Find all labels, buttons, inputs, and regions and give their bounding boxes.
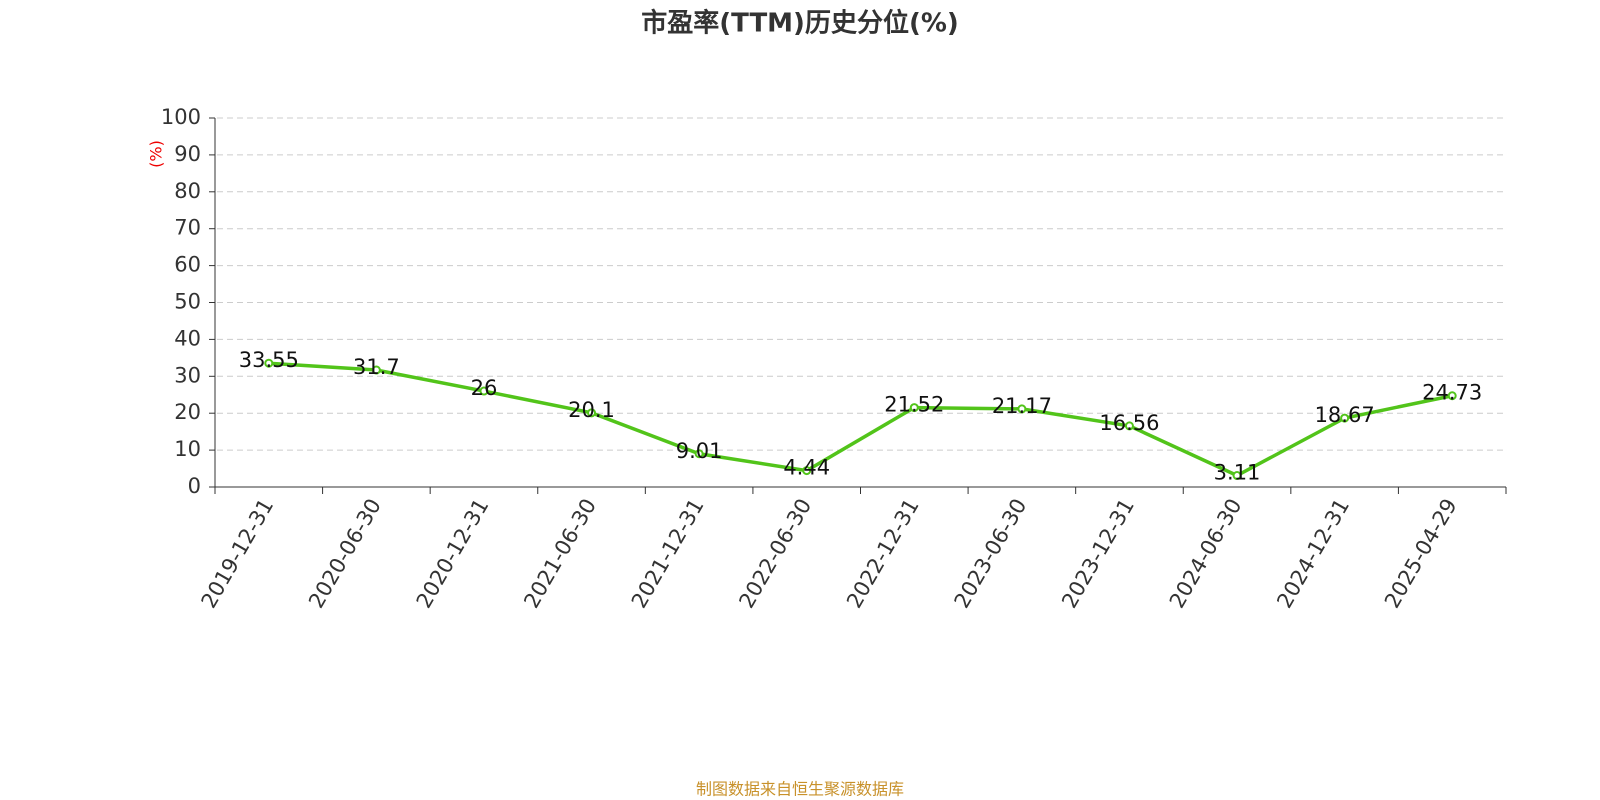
line (268, 361, 1453, 478)
data-label: 26 (471, 376, 498, 400)
y-tick-label: 100 (161, 105, 201, 129)
x-tick-label: 2020-06-30 (304, 495, 386, 613)
point (479, 386, 489, 396)
data-label: 20.1 (568, 398, 615, 422)
source-note: 制图数据来自恒生聚源数据库 (696, 780, 904, 799)
y-tick-label: 50 (174, 290, 201, 314)
data-label: 31.7 (353, 355, 400, 379)
data-label: 9.01 (676, 439, 723, 463)
data-label: 18.67 (1315, 403, 1375, 427)
x-tick-label: 2022-06-30 (734, 495, 816, 613)
data-label: 21.52 (884, 393, 944, 417)
x-tick-label: 2024-06-30 (1165, 495, 1247, 613)
y-tick-label: 30 (174, 363, 201, 387)
point (1017, 404, 1027, 414)
point (1124, 421, 1134, 431)
y-tick-label: 60 (174, 253, 201, 277)
x-tick-label: 2019-12-31 (197, 495, 279, 613)
y-axis-label: (%) (147, 140, 166, 168)
point (371, 365, 381, 375)
y-tick-label: 0 (188, 474, 201, 498)
y-tick-label: 80 (174, 179, 201, 203)
point (264, 358, 274, 368)
data-label: 4.44 (783, 456, 830, 480)
point (909, 403, 919, 413)
point (1447, 391, 1457, 401)
y-tick-label: 90 (174, 142, 201, 166)
point (1232, 471, 1242, 481)
point (694, 449, 704, 459)
chart-title: 市盈率(TTM)历史分位(%) (641, 8, 959, 39)
x-tick-label: 2023-12-31 (1057, 495, 1139, 613)
data-label: 33.55 (239, 348, 299, 372)
x-tick-label: 2020-12-31 (412, 495, 494, 613)
x-tick-label: 2025-04-29 (1380, 495, 1462, 613)
data-label: 21.17 (992, 394, 1052, 418)
x-tick-label: 2021-12-31 (627, 495, 709, 613)
x-tick-label: 2024-12-31 (1272, 495, 1354, 613)
data-label: 24.73 (1422, 381, 1482, 405)
data-label: 3.11 (1214, 461, 1261, 485)
y-tick-label: 20 (174, 400, 201, 424)
y-tick-label: 70 (174, 216, 201, 240)
y-tick-label: 10 (174, 437, 201, 461)
data-label: 16.56 (1099, 411, 1159, 435)
point (802, 466, 812, 476)
point (1340, 413, 1350, 423)
x-tick-label: 2022-12-31 (842, 495, 924, 613)
point (587, 408, 597, 418)
x-tick-label: 2021-06-30 (519, 495, 601, 613)
x-tick-label: 2023-06-30 (950, 495, 1032, 613)
y-tick-label: 40 (174, 326, 201, 350)
